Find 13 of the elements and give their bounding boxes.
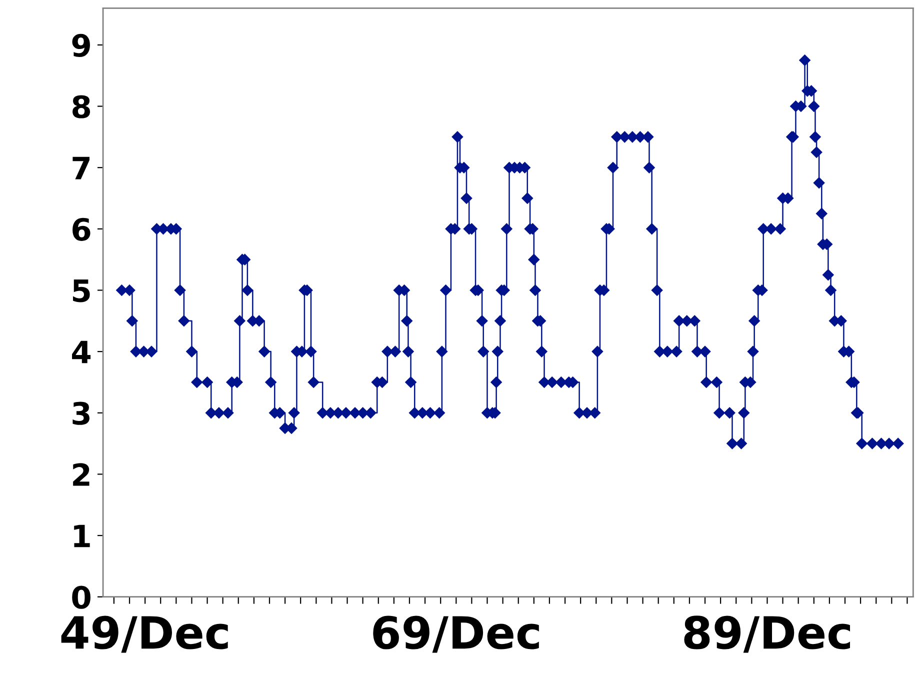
y-tick-label: 1 xyxy=(74,524,90,548)
y-tick-label: 6 xyxy=(72,218,90,241)
y-tick-label: 7 xyxy=(72,156,90,180)
y-tick-label: 9 xyxy=(72,34,90,57)
x-tick-label: 49/Dec xyxy=(61,616,228,653)
x-tick-label: 89/Dec xyxy=(684,616,850,653)
y-tick-label: 0 xyxy=(72,586,90,609)
y-tick-label: 4 xyxy=(72,340,91,364)
y-tick-label: 5 xyxy=(73,280,90,302)
y-tick-label: 3 xyxy=(72,402,90,425)
y-tick-label: 2 xyxy=(73,463,90,486)
x-tick-label: 69/Dec xyxy=(373,616,539,653)
y-tick-label: 8 xyxy=(72,95,90,118)
